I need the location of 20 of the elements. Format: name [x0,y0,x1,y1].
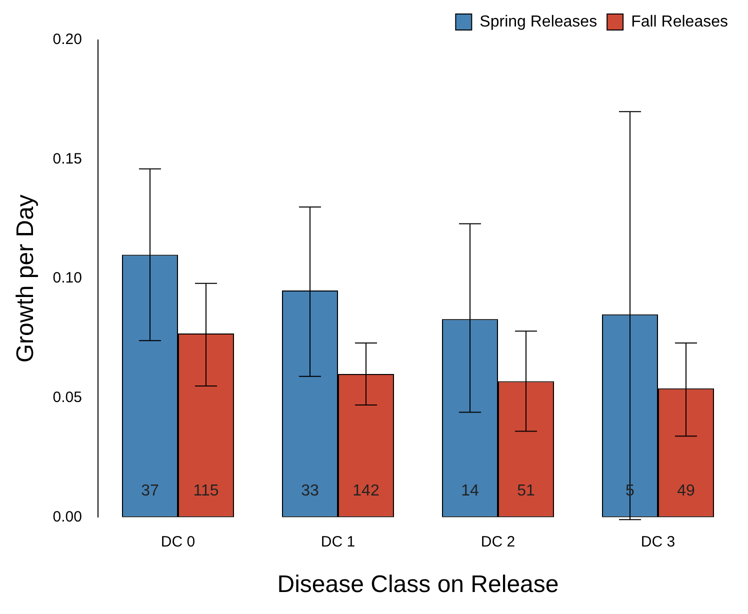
annotation: 49 [677,482,695,500]
annotation: 14 [461,482,479,500]
y-tick-label: 0.20 [52,31,82,48]
legend-label: Spring Releases [480,13,598,30]
x-tick-label: DC 3 [640,533,676,550]
annotation: 37 [141,482,159,500]
y-tick-label: 0.15 [52,150,82,168]
legend-label: Fall Releases [631,13,728,30]
x-tick-label: DC 2 [480,533,516,550]
annotation: 142 [352,482,380,500]
annotation: 33 [301,482,319,500]
y-tick-label: 0.05 [52,389,82,406]
annotation: 51 [517,482,535,500]
x-axis-title: Disease Class on Release [277,571,559,598]
y-tick-label: 0.00 [52,508,82,526]
annotation: 115 [193,482,219,500]
x-tick-label: DC 1 [320,533,356,550]
y-axis-title: Growth per Day [12,194,40,363]
y-tick-label: 0.10 [52,270,82,287]
x-tick-label: DC 0 [160,533,196,550]
